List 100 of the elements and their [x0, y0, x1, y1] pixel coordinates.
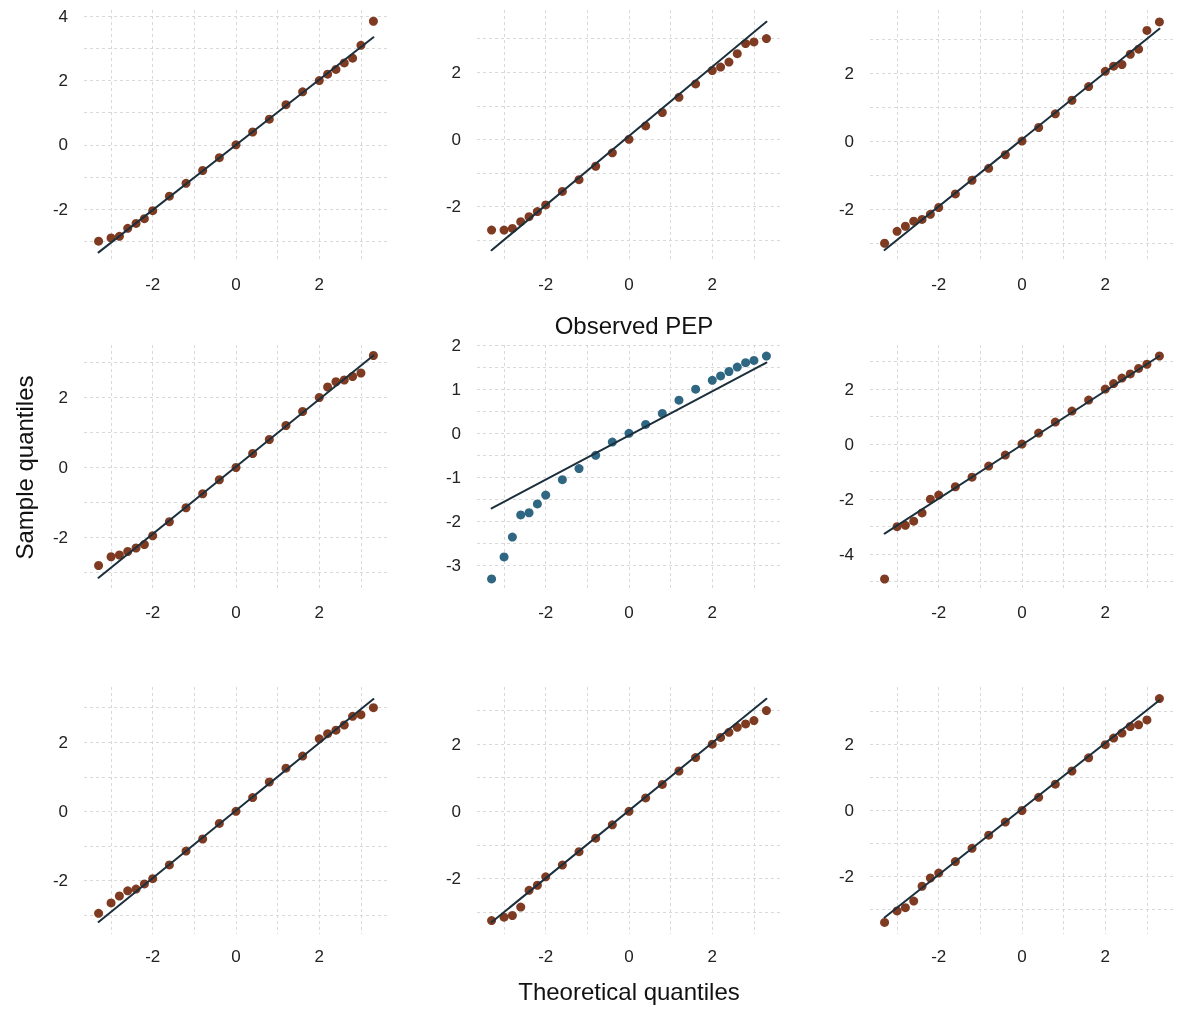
- point: [880, 917, 890, 927]
- point: [532, 499, 542, 509]
- point: [487, 225, 497, 235]
- x-tick-label: 0: [1017, 275, 1027, 294]
- y-tick-label: 0: [451, 423, 461, 443]
- x-tick-label: 2: [1100, 603, 1111, 622]
- y-tick-label: 2: [844, 735, 854, 755]
- point: [724, 366, 734, 376]
- x-tick-label: -2: [145, 603, 161, 622]
- x-tick-label: 0: [231, 603, 241, 622]
- point: [1142, 715, 1152, 725]
- y-tick-label: 0: [58, 801, 68, 821]
- y-tick-label: 0: [58, 135, 68, 155]
- point: [900, 221, 910, 231]
- point: [880, 238, 890, 248]
- y-tick-label: -2: [838, 199, 854, 219]
- point: [507, 911, 517, 921]
- point: [741, 719, 751, 729]
- point: [516, 510, 526, 520]
- x-tick-label: 0: [1017, 603, 1027, 622]
- y-tick-label: 2: [844, 379, 854, 399]
- x-tick-label: 0: [624, 947, 634, 966]
- y-tick-label: -2: [838, 866, 854, 886]
- x-tick-label: 2: [1100, 947, 1111, 966]
- point: [761, 706, 771, 716]
- point: [749, 37, 759, 47]
- point: [114, 550, 124, 560]
- x-tick-label: 2: [707, 947, 718, 966]
- point: [487, 574, 497, 584]
- point: [94, 561, 104, 570]
- x-axis-title: Theoretical quantiles: [518, 977, 740, 1005]
- y-tick-label: -1: [445, 467, 461, 487]
- y-tick-label: -2: [52, 870, 68, 890]
- y-tick-label: 2: [58, 71, 68, 91]
- point: [691, 384, 701, 394]
- point: [1134, 720, 1144, 730]
- point: [707, 375, 717, 385]
- y-tick-label: 0: [451, 801, 461, 821]
- point: [499, 225, 509, 235]
- point: [761, 34, 771, 44]
- x-tick-label: 2: [1100, 275, 1111, 294]
- y-tick-label: 0: [844, 131, 854, 151]
- y-tick-label: 2: [58, 388, 68, 407]
- point: [732, 49, 742, 59]
- point: [123, 886, 133, 896]
- point: [909, 516, 919, 526]
- y-tick-label: 2: [451, 335, 461, 355]
- y-tick-label: -2: [52, 199, 68, 219]
- point: [674, 395, 684, 405]
- point: [749, 716, 759, 726]
- point: [741, 358, 751, 368]
- point: [761, 351, 771, 361]
- y-tick-label: -4: [838, 544, 854, 564]
- point: [356, 368, 366, 378]
- point: [1117, 59, 1127, 69]
- x-tick-label: -2: [538, 275, 554, 294]
- point: [732, 362, 742, 372]
- x-tick-label: 0: [624, 603, 634, 622]
- y-tick-label: -2: [445, 869, 461, 889]
- x-tick-label: 0: [624, 275, 634, 294]
- x-tick-label: 2: [314, 603, 325, 622]
- point: [900, 520, 910, 530]
- x-tick-label: 2: [707, 275, 718, 294]
- point: [900, 903, 910, 913]
- point: [94, 236, 104, 246]
- chart-title: Observed PEP: [554, 311, 714, 339]
- x-tick-label: -2: [145, 947, 161, 966]
- point: [909, 896, 919, 906]
- point: [106, 552, 116, 562]
- y-tick-label: 1: [451, 379, 461, 399]
- y-tick-label: -2: [52, 528, 68, 547]
- point: [716, 371, 726, 381]
- y-tick-label: -3: [445, 556, 461, 576]
- point: [749, 355, 759, 365]
- y-tick-label: 2: [451, 734, 461, 754]
- point: [1154, 17, 1164, 27]
- x-tick-label: 2: [707, 603, 718, 622]
- y-tick-label: 0: [844, 434, 854, 454]
- point: [368, 703, 378, 713]
- y-tick-label: 0: [58, 458, 68, 477]
- y-tick-label: 0: [844, 801, 854, 820]
- x-tick-label: -2: [931, 275, 947, 294]
- x-tick-label: -2: [145, 275, 161, 294]
- point: [574, 464, 584, 474]
- point: [716, 62, 726, 72]
- x-tick-label: -2: [538, 603, 554, 622]
- point: [541, 490, 551, 500]
- y-tick-label: -2: [445, 197, 461, 217]
- x-tick-label: 0: [231, 947, 241, 966]
- point: [557, 475, 567, 485]
- point: [323, 382, 333, 392]
- point: [516, 902, 526, 912]
- x-tick-label: 0: [1017, 947, 1027, 966]
- y-tick-label: 2: [844, 63, 854, 83]
- x-tick-label: -2: [538, 947, 554, 966]
- point: [1142, 25, 1152, 35]
- point: [94, 908, 104, 918]
- y-tick-label: 0: [451, 129, 461, 149]
- point: [114, 891, 124, 901]
- y-tick-label: 4: [58, 6, 68, 26]
